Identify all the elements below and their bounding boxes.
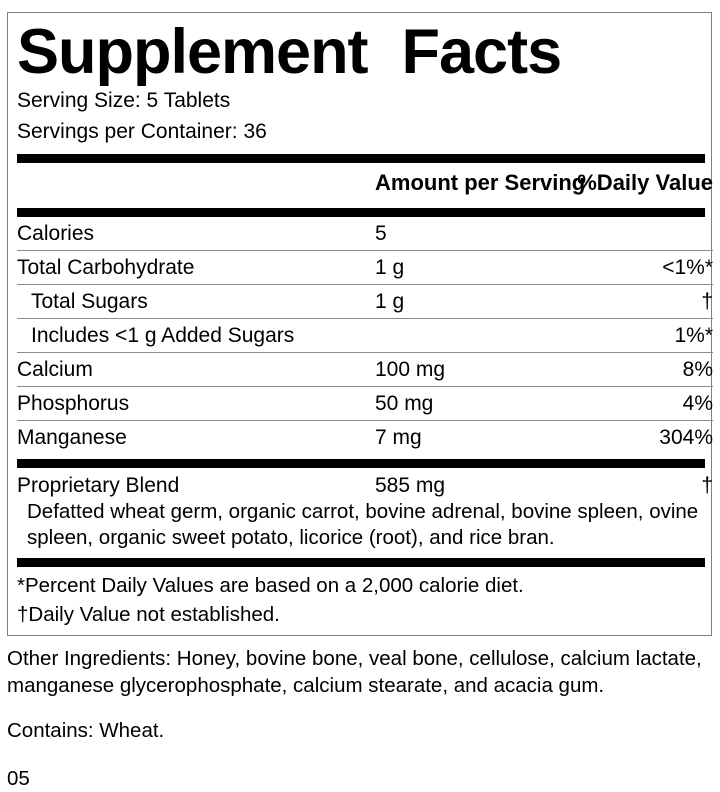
footnotes: *Percent Daily Values are based on a 2,0… [17,567,705,633]
below-panel-text: Other Ingredients: Honey, bovine bone, v… [7,645,714,792]
proprietary-blend-name: Proprietary Blend [17,474,180,497]
title-word-facts: Facts [401,17,563,87]
nutrition-header-table: Amount per Serving %Daily Value [17,163,713,203]
nutrient-amount: 50 mg [369,386,565,421]
rule-above-header [17,154,705,163]
nutrient-daily-value: 4% [565,386,713,421]
nutrient-name: Phosphorus [17,386,369,421]
table-row: Calcium 100 mg 8% [17,352,713,387]
footnote-percent-daily-value: *Percent Daily Values are based on a 2,0… [17,574,524,597]
nutrient-amount: 1 g [369,284,565,319]
table-row: Manganese 7 mg 304% [17,420,713,454]
nutrient-name: Total Sugars [17,284,369,319]
nutrient-daily-value: 1%* [565,318,713,353]
column-header-amount: Amount per Serving [375,170,586,195]
nutrient-name: Calories [17,222,95,245]
nutrient-amount: 1 g [369,250,565,285]
nutrient-name: Total Carbohydrate [17,250,369,285]
column-header-daily-value: %Daily Value [577,170,713,195]
table-row: Total Sugars 1 g † [17,284,713,319]
other-ingredients: Other Ingredients: Honey, bovine bone, v… [7,647,702,697]
proprietary-blend-ingredients: Defatted wheat germ, organic carrot, bov… [27,500,699,549]
rule-below-header [17,208,705,217]
nutrient-daily-value: 8% [565,352,713,387]
nutrient-daily-value [565,217,713,251]
title-word-supplement: Supplement [17,17,369,87]
table-row: Phosphorus 50 mg 4% [17,386,713,421]
proprietary-blend-daily-value: † [701,474,713,497]
proprietary-blend-table: Proprietary Blend 585 mg † [17,468,713,499]
revision-code: 05 [7,767,30,790]
nutrient-name: Manganese [17,420,369,454]
table-row: Total Carbohydrate 1 g <1%* [17,250,713,285]
supplement-facts-panel: Supplement Facts Serving Size: 5 Tablets … [7,12,713,636]
rule-above-footnotes [17,558,705,567]
table-row: Includes <1 g Added Sugars 1%* [17,318,713,353]
nutrient-amount: 7 mg [369,420,565,454]
column-header-name [17,163,369,203]
serving-size: Serving Size: 5 Tablets [17,89,231,112]
nutrient-name: Includes <1 g Added Sugars [17,318,369,353]
page-title: Supplement Facts [17,13,705,85]
table-row: Calories 5 [17,217,713,251]
servings-per-container: Servings per Container: 36 [17,120,267,143]
nutrient-daily-value: <1%* [565,250,713,285]
nutrient-amount: 100 mg [369,352,565,387]
contains-statement: Contains: Wheat. [7,719,165,742]
table-header-row: Amount per Serving %Daily Value [17,163,713,203]
nutrient-amount: 5 [375,222,387,245]
nutrient-daily-value: † [565,284,713,319]
nutrient-daily-value: 304% [565,420,713,454]
proprietary-blend-amount: 585 mg [375,474,446,497]
nutrition-table: Calories 5 Total Carbohydrate 1 g <1%* Total … [17,217,713,454]
footnote-daily-value-not-established: †Daily Value not established. [17,603,280,626]
rule-above-blend [17,459,705,468]
nutrient-amount [369,318,565,353]
proprietary-blend-row: Proprietary Blend 585 mg † [17,468,713,499]
nutrient-name: Calcium [17,352,369,387]
